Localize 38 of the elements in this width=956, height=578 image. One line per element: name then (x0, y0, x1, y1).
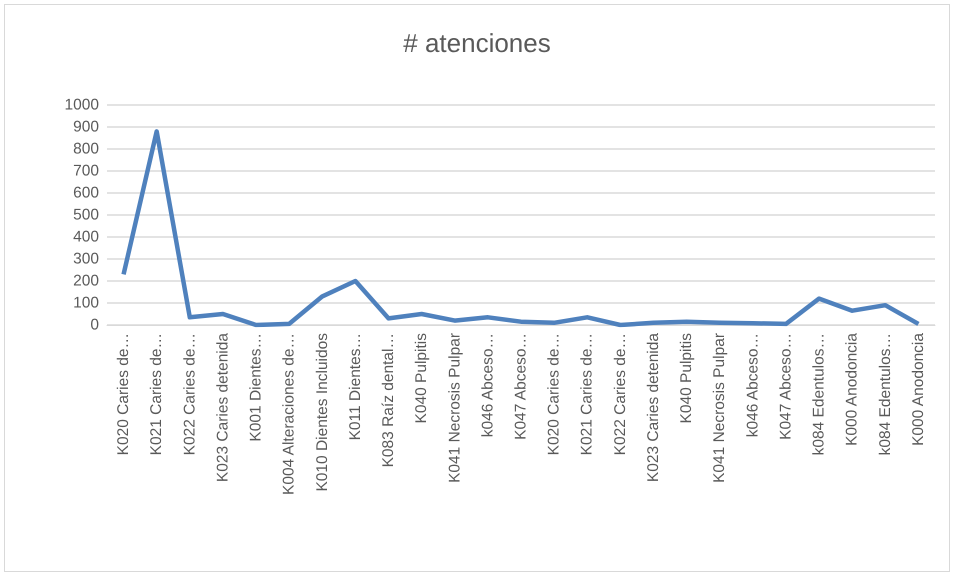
line-series (121, 129, 921, 328)
x-tick-label: K004 Alteraciones de… (280, 333, 298, 495)
x-tick-label: K040 Pulpitis (678, 332, 696, 424)
x-tick-label: K083 Raíz dental… (380, 333, 398, 468)
x-tick-label: K022 Caries de… (612, 333, 629, 456)
y-tick-label: 600 (73, 184, 100, 202)
y-tick-label: 100 (73, 294, 100, 312)
y-tick-label: 0 (90, 316, 100, 334)
y-tick-label: 300 (73, 250, 100, 268)
y-tick-label: 500 (73, 206, 100, 224)
x-tick-label: K023 Caries detenida (644, 332, 662, 482)
y-tick-label: 700 (73, 162, 100, 180)
x-tick-label: K022 Caries de… (181, 333, 198, 456)
x-tick-label: K001 Dientes… (248, 333, 265, 442)
x-tick-label: K021 Caries de… (578, 333, 596, 456)
x-tick-label: K020 Caries de… (546, 333, 563, 456)
x-tick-label: k046 Abceso… (744, 333, 762, 438)
y-tick-label: 900 (73, 118, 100, 136)
y-tick-label: 400 (73, 228, 100, 246)
x-tick-label: K041 Necrosis Pulpar (711, 333, 728, 483)
chart-title: # atenciones (403, 28, 551, 58)
x-tick-label: K040 Pulpitis (413, 332, 430, 424)
y-tick-label: 200 (73, 272, 100, 290)
x-tick-label: K047 Abceso… (512, 333, 530, 440)
x-tick-label: K000 Anodoncia (844, 332, 861, 446)
x-tick-label: K047 Abceso… (777, 333, 794, 440)
y-tick-label: 1000 (64, 96, 100, 114)
x-tick-label: K021 Caries de… (148, 333, 166, 456)
x-tick-label: K041 Necrosis Pulpar (446, 333, 464, 483)
x-tick-label: K000 Anodoncia (910, 332, 927, 446)
x-tick-label: K023 Caries detenida (214, 332, 232, 482)
x-tick-label: K011 Dientes… (346, 333, 364, 440)
x-tick-label: k046 Abceso… (479, 333, 496, 438)
y-tick-label: 800 (73, 140, 100, 158)
x-tick-label: K020 Caries de… (115, 333, 132, 456)
x-tick-label: k084 Edentulos… (876, 333, 894, 456)
x-tick-label: k084 Edentulos… (810, 333, 828, 456)
x-tick-label: K010 Dientes Incluidos (314, 332, 331, 492)
